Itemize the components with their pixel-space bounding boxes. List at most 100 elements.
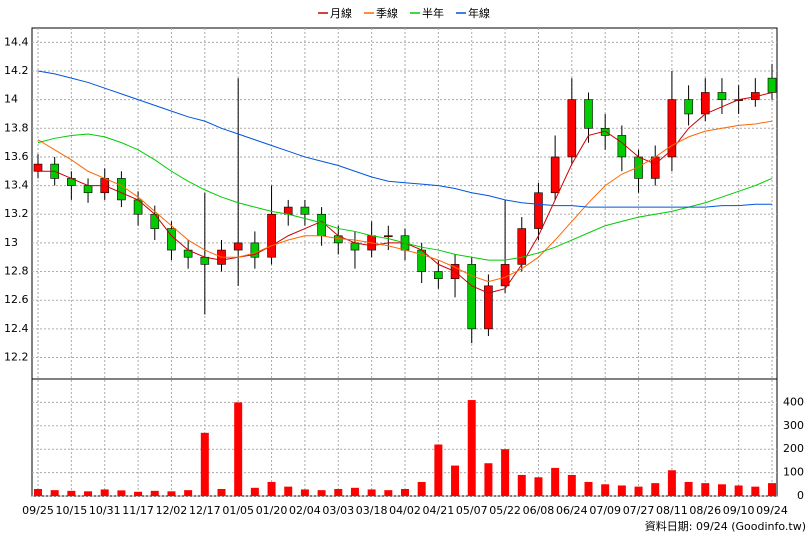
candle-body — [283, 206, 293, 215]
candle-body — [534, 192, 543, 229]
volume-bar — [534, 477, 543, 496]
x-tick-label: 05/22 — [489, 504, 521, 517]
x-tick-label: 01/20 — [256, 504, 288, 517]
x-tick-label: 01/05 — [222, 504, 254, 517]
candle-body — [700, 92, 710, 115]
moving-average-line — [37, 120, 773, 283]
x-tick-label: 08/11 — [656, 504, 688, 517]
x-tick-label: 09/10 — [723, 504, 755, 517]
candle-body — [250, 242, 260, 258]
x-tick-label: 08/26 — [689, 504, 721, 517]
x-tick-label: 10/15 — [56, 504, 88, 517]
volume-bar — [217, 488, 226, 496]
volume-bar — [451, 465, 460, 496]
x-tick-label: 06/08 — [523, 504, 555, 517]
candle-body — [500, 264, 510, 287]
y-tick-label: 14 — [4, 93, 18, 106]
volume-bar — [184, 490, 193, 496]
moving-average-line — [37, 70, 772, 208]
volume-tick-label: 300 — [783, 419, 804, 432]
legend-label: 月線 — [330, 6, 352, 20]
volume-bar — [284, 486, 293, 496]
volume-tick-label: 100 — [783, 466, 804, 479]
volume-bar — [100, 489, 109, 496]
candle-body — [83, 185, 93, 194]
volume-bar — [384, 490, 393, 496]
volume-bar — [734, 485, 743, 496]
x-tick-label: 06/24 — [556, 504, 588, 517]
candle-body — [200, 256, 210, 265]
candle-body — [567, 99, 577, 158]
y-tick-label: 13.6 — [4, 150, 29, 163]
volume-bar — [584, 481, 593, 496]
x-tick-label: 12/17 — [189, 504, 221, 517]
x-tick-label: 11/17 — [122, 504, 154, 517]
volume-bar — [517, 474, 526, 496]
legend-label: 年線 — [468, 6, 490, 20]
volume-bar — [234, 402, 243, 496]
volume-bar — [84, 491, 93, 496]
volume-bar — [617, 485, 626, 496]
candle-body — [767, 77, 777, 93]
volume-bar — [117, 490, 126, 496]
volume-bar — [350, 487, 359, 496]
volume-bar — [467, 400, 476, 496]
x-tick-label: 09/24 — [756, 504, 788, 517]
volume-tick-label: 400 — [783, 395, 804, 408]
volume-bar — [367, 489, 376, 496]
x-tick-label: 10/31 — [89, 504, 121, 517]
volume-bar — [267, 481, 276, 496]
volume-bar — [768, 483, 776, 496]
y-tick-label: 14.4 — [4, 35, 29, 48]
volume-bar — [484, 463, 493, 496]
x-tick-label: 03/03 — [322, 504, 354, 517]
candle-body — [33, 163, 43, 172]
volume-bar — [200, 432, 209, 496]
y-tick-label: 13.4 — [4, 179, 29, 192]
candle-body — [584, 99, 593, 129]
volume-bar — [334, 488, 343, 496]
volume-bar — [34, 488, 42, 496]
y-tick-label: 12.6 — [4, 293, 29, 306]
volume-bar — [601, 484, 610, 496]
y-tick-label: 13 — [4, 236, 18, 249]
volume-tick-label: 200 — [783, 442, 804, 455]
candle-body — [617, 135, 627, 158]
candle-body — [484, 285, 493, 330]
volume-bar — [651, 483, 660, 496]
candle-body — [233, 242, 243, 251]
volume-bar — [501, 449, 510, 496]
candle-body — [300, 206, 310, 215]
candle-body — [667, 99, 677, 158]
volume-bar — [551, 467, 560, 496]
volume-bar — [684, 481, 693, 496]
volume-bar — [667, 470, 676, 496]
candle-body — [684, 99, 693, 115]
x-tick-label: 04/21 — [423, 504, 455, 517]
x-tick-label: 03/18 — [356, 504, 388, 517]
volume-bar — [751, 486, 760, 496]
y-tick-label: 12.8 — [4, 265, 29, 278]
x-tick-label: 04/02 — [389, 504, 421, 517]
volume-bar — [401, 488, 409, 496]
y-tick-label: 13.8 — [4, 121, 29, 134]
candle-body — [350, 242, 360, 251]
x-tick-label: 07/27 — [623, 504, 655, 517]
volume-bar — [134, 491, 143, 496]
legend-label: 半年 — [422, 6, 444, 20]
x-tick-label: 12/02 — [156, 504, 188, 517]
volume-bar — [434, 444, 443, 496]
y-tick-label: 12.4 — [4, 322, 29, 335]
y-tick-label: 14.2 — [4, 64, 29, 77]
candle-body — [650, 156, 660, 179]
volume-bar — [417, 481, 426, 496]
x-tick-label: 07/09 — [589, 504, 621, 517]
volume-bar — [250, 487, 259, 496]
candle-body — [717, 92, 727, 100]
y-tick-label: 13.2 — [4, 207, 29, 220]
candle-body — [467, 264, 477, 330]
x-tick-label: 09/25 — [22, 504, 54, 517]
volume-bar — [167, 491, 176, 496]
volume-bar — [67, 490, 76, 496]
volume-bar — [50, 490, 59, 496]
